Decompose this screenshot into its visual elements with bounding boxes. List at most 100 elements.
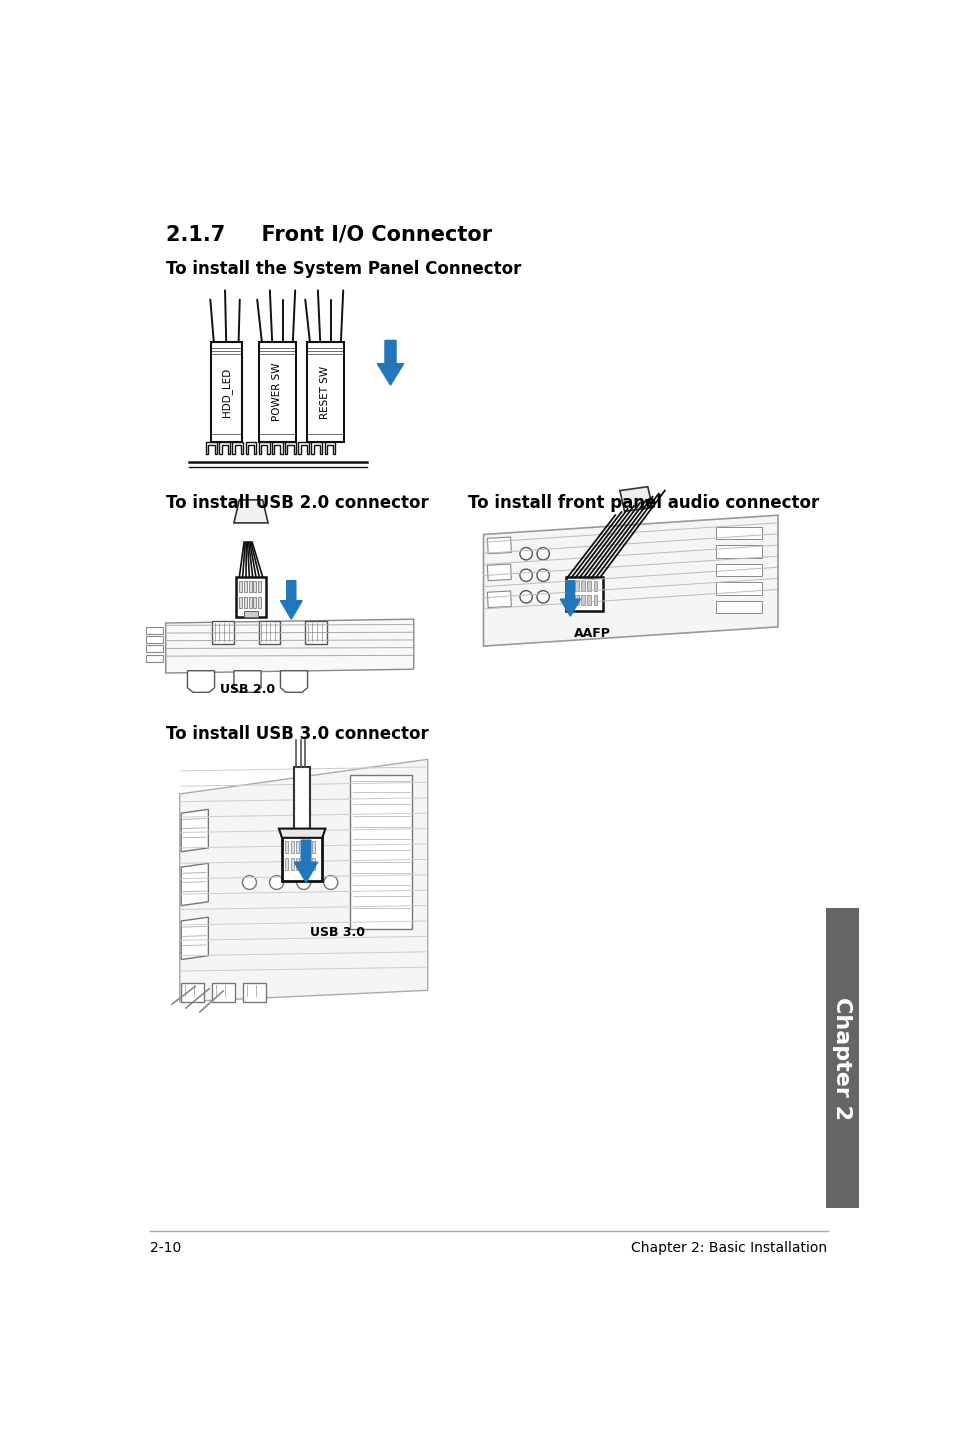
Bar	[243, 982, 266, 1002]
Bar	[253, 597, 256, 608]
Circle shape	[270, 876, 283, 890]
Bar	[282, 828, 322, 881]
Bar	[301, 841, 304, 853]
Bar	[575, 581, 578, 591]
Text: 2.1.7     Front I/O Connector: 2.1.7 Front I/O Connector	[166, 224, 492, 244]
Circle shape	[519, 591, 532, 603]
Polygon shape	[619, 486, 652, 512]
Text: RESET SW: RESET SW	[320, 365, 330, 418]
Bar	[258, 342, 295, 441]
Bar	[312, 858, 315, 870]
Polygon shape	[559, 581, 579, 615]
Polygon shape	[285, 441, 295, 454]
Polygon shape	[298, 441, 309, 454]
Circle shape	[323, 876, 337, 890]
Polygon shape	[181, 810, 208, 851]
Bar	[244, 581, 247, 592]
Bar	[257, 597, 261, 608]
Bar	[239, 581, 242, 592]
Polygon shape	[219, 441, 230, 454]
Text: USB 3.0: USB 3.0	[309, 926, 364, 939]
Bar	[146, 636, 163, 643]
Bar	[716, 601, 761, 613]
Bar	[593, 594, 597, 604]
Bar	[285, 858, 288, 870]
Text: Chapter 2: Basic Installation: Chapter 2: Basic Installation	[631, 1241, 827, 1255]
Bar	[312, 841, 315, 853]
Text: To install the System Panel Connector: To install the System Panel Connector	[166, 260, 520, 278]
Text: To install front panel audio connector: To install front panel audio connector	[468, 495, 819, 512]
Polygon shape	[483, 515, 778, 646]
Polygon shape	[181, 863, 208, 906]
Circle shape	[537, 548, 549, 559]
Text: Chapter 2: Chapter 2	[831, 997, 851, 1120]
Bar	[236, 577, 266, 617]
Bar	[825, 907, 858, 1208]
Bar	[146, 627, 163, 634]
Bar	[211, 342, 241, 441]
Bar	[305, 621, 327, 644]
Bar	[291, 858, 294, 870]
Bar	[307, 841, 310, 853]
Bar	[212, 982, 235, 1002]
Bar	[716, 526, 761, 539]
Bar	[487, 591, 511, 608]
Bar	[244, 611, 257, 617]
Polygon shape	[206, 441, 216, 454]
Bar	[301, 858, 304, 870]
Bar	[580, 594, 584, 604]
Polygon shape	[272, 441, 282, 454]
Bar	[587, 594, 591, 604]
Polygon shape	[233, 500, 268, 523]
Text: USB 2.0: USB 2.0	[219, 683, 274, 696]
Polygon shape	[294, 840, 317, 883]
Bar	[580, 581, 584, 591]
Bar	[716, 564, 761, 577]
Circle shape	[296, 876, 311, 890]
Bar	[249, 581, 252, 592]
Bar	[307, 342, 344, 441]
Polygon shape	[280, 670, 307, 692]
Circle shape	[537, 569, 549, 581]
Polygon shape	[233, 441, 243, 454]
Bar	[239, 597, 242, 608]
Circle shape	[242, 876, 256, 890]
Bar	[350, 775, 412, 929]
Bar	[487, 564, 511, 581]
Text: To install USB 2.0 connector: To install USB 2.0 connector	[166, 495, 428, 512]
Bar	[487, 538, 511, 554]
Polygon shape	[245, 441, 256, 454]
Text: 2-10: 2-10	[150, 1241, 181, 1255]
Polygon shape	[179, 759, 427, 1002]
Circle shape	[519, 569, 532, 581]
Bar	[565, 577, 602, 611]
Bar	[285, 841, 288, 853]
Bar	[146, 646, 163, 653]
Polygon shape	[233, 670, 261, 692]
Bar	[716, 545, 761, 558]
Circle shape	[537, 591, 549, 603]
Polygon shape	[181, 917, 208, 959]
Bar	[568, 581, 572, 591]
Bar	[295, 841, 298, 853]
Bar	[294, 766, 310, 830]
Bar	[212, 621, 233, 644]
Bar	[244, 597, 247, 608]
Polygon shape	[324, 441, 335, 454]
Bar	[716, 582, 761, 594]
Bar	[181, 982, 204, 1002]
Bar	[146, 654, 163, 661]
Bar	[257, 581, 261, 592]
Text: AAFP: AAFP	[573, 627, 610, 640]
Bar	[568, 594, 572, 604]
Polygon shape	[166, 620, 414, 673]
Polygon shape	[258, 441, 270, 454]
Text: HDD_LED: HDD_LED	[220, 367, 232, 417]
Bar	[593, 581, 597, 591]
Text: POWER SW: POWER SW	[272, 362, 282, 421]
Bar	[291, 841, 294, 853]
Circle shape	[519, 548, 532, 559]
Text: To install USB 3.0 connector: To install USB 3.0 connector	[166, 725, 428, 742]
Bar	[587, 581, 591, 591]
Bar	[249, 597, 252, 608]
